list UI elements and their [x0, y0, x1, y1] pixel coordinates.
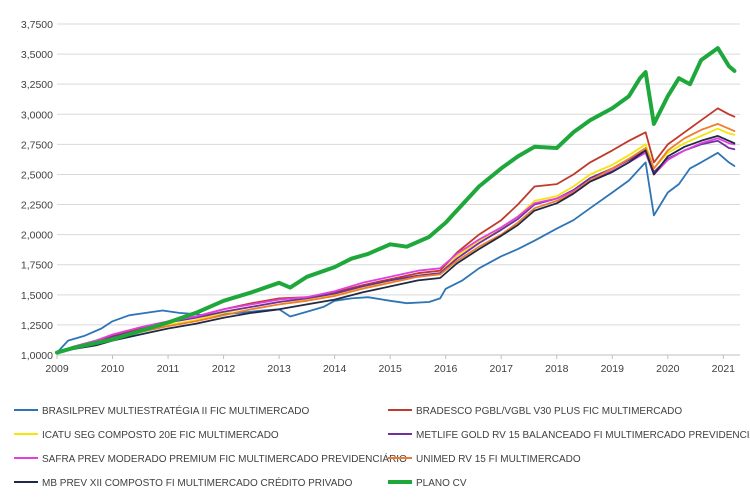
series-line	[56, 107, 736, 354]
x-axis-ticks: 2009 2010 2011 2012 2013 2014 2015 2016 2017 2018…	[45, 355, 735, 375]
y-tick-label: 2,0000	[21, 230, 53, 242]
x-tick-label: 2013	[267, 363, 291, 375]
legend-label: BRASILPREV MULTIESTRATÉGIA II FIC MULTIM…	[42, 404, 309, 417]
x-tick-label: 2014	[323, 363, 347, 375]
legend-label: SAFRA PREV MODERADO PREMIUM FIC MULTIMER…	[42, 452, 407, 465]
y-tick-label: 1,0000	[21, 350, 53, 362]
x-tick-label: 2020	[656, 363, 680, 375]
legend-label: BRADESCO PGBL/VGBL V30 PLUS FIC MULTIMER…	[416, 406, 682, 417]
y-tick-label: 1,2500	[21, 320, 53, 332]
y-tick-label: 3,0000	[21, 109, 53, 121]
x-tick-label: 2019	[601, 363, 625, 375]
x-tick-label: 2009	[45, 363, 69, 375]
y-tick-label: 1,7500	[21, 260, 53, 272]
gridlines	[57, 23, 740, 326]
series-line	[56, 151, 736, 354]
y-tick-label: 3,5000	[21, 49, 53, 61]
series-lines	[55, 46, 737, 355]
x-tick-label: 2018	[545, 363, 569, 375]
x-tick-label: 2017	[490, 363, 514, 375]
legend: BRASILPREV MULTIESTRATÉGIA II FIC MULTIM…	[14, 404, 750, 489]
y-tick-label: 2,7500	[21, 139, 53, 151]
x-tick-label: 2012	[212, 363, 236, 375]
y-tick-label: 3,7500	[21, 19, 53, 31]
x-tick-label: 2016	[434, 363, 458, 375]
legend-label: ICATU SEG COMPOSTO 20E FIC MULTIMERCADO	[42, 430, 279, 441]
y-axis-ticks: 1,0000 1,2500 1,5000 1,7500 2,0000 2,2500 2,50…	[21, 19, 53, 362]
legend-label: PLANO CV	[416, 478, 467, 489]
y-tick-label: 1,5000	[21, 290, 53, 302]
x-tick-label: 2010	[101, 363, 125, 375]
legend-label: MB PREV XII COMPOSTO FI MULTIMERCADO CRÉ…	[42, 476, 353, 489]
series-line	[56, 134, 736, 354]
series-line	[56, 127, 736, 354]
series-line	[55, 46, 737, 355]
y-tick-label: 3,2500	[21, 79, 53, 91]
series-line	[56, 123, 736, 354]
x-tick-label: 2021	[712, 363, 736, 375]
legend-label: METLIFE GOLD RV 15 BALANCEADO FI MULTIME…	[416, 428, 750, 441]
x-tick-label: 2015	[378, 363, 402, 375]
y-tick-label: 2,2500	[21, 200, 53, 212]
legend-label: UNIMED RV 15 FI MULTIMERCADO	[416, 454, 581, 465]
y-tick-label: 2,5000	[21, 169, 53, 181]
x-tick-label: 2011	[157, 363, 180, 375]
